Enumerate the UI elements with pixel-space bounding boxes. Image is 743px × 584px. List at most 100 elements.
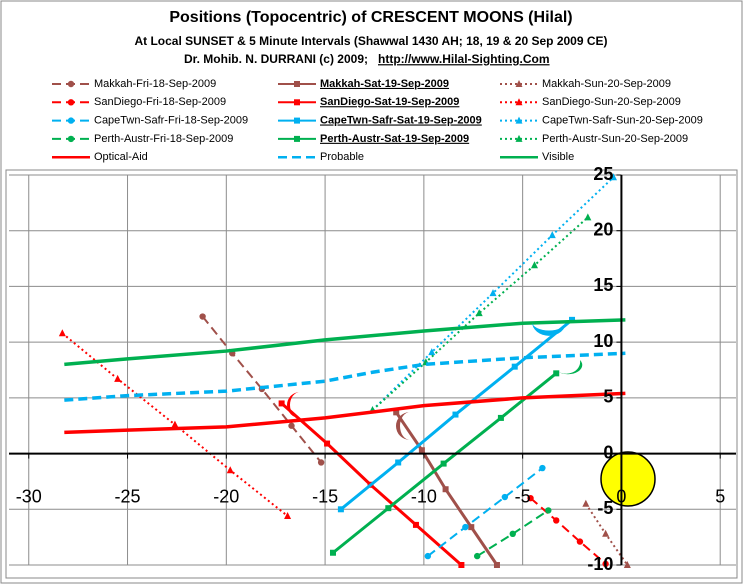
x-tick-label: 5 [715, 486, 725, 506]
point [515, 116, 523, 124]
moon-icon [556, 360, 583, 375]
series-line [371, 176, 615, 411]
point [515, 80, 523, 87]
point [530, 261, 538, 269]
y-tick-label: 10 [593, 331, 613, 351]
point [424, 552, 432, 560]
legend: Makkah-Fri-18-Sep-2009 Makkah-Sat-19-Sep-… [52, 78, 703, 163]
point [602, 560, 609, 568]
series-line [427, 467, 544, 557]
point [442, 486, 449, 493]
x-tick-label: -30 [16, 486, 42, 506]
series [393, 409, 500, 568]
series-line [64, 391, 626, 435]
point [458, 562, 465, 568]
moon-icon [287, 392, 300, 418]
chart-title: Positions (Topocentric) of CRESCENT MOON… [169, 9, 572, 26]
moon-icon [396, 412, 410, 440]
point [576, 538, 584, 545]
point [509, 530, 516, 537]
point [497, 414, 504, 421]
point [418, 447, 425, 454]
legend-label: Perth-Austr-Fri-18-Sep-2009 [94, 133, 233, 145]
series-line [371, 216, 589, 411]
y-tick-label: -10 [587, 554, 613, 574]
legend-label: SanDiego-Sun-20-Sep-2009 [542, 96, 681, 108]
point [412, 521, 419, 528]
point [489, 289, 497, 297]
legend-label: Perth-Austr-Sat-19-Sep-2009 [320, 133, 469, 145]
point [493, 562, 500, 568]
x-tick-label: -15 [312, 486, 338, 506]
point [67, 80, 75, 88]
point [395, 459, 402, 466]
point [67, 135, 75, 143]
series [582, 499, 631, 568]
point [527, 494, 534, 502]
point [294, 81, 300, 87]
y-tick-label: -5 [597, 498, 613, 518]
point [171, 420, 179, 428]
chart-subtitle: At Local SUNSET & 5 Minute Intervals (Sh… [134, 34, 607, 48]
point [440, 460, 447, 467]
point [294, 135, 300, 142]
series [424, 464, 546, 560]
point [226, 466, 234, 474]
point [474, 552, 481, 560]
legend-label: Optical-Aid [94, 151, 148, 163]
point [553, 370, 560, 377]
x-tick-label: -5 [515, 486, 531, 506]
legend-label: Visible [542, 151, 574, 163]
point [329, 549, 336, 556]
legend-label: SanDiego-Sat-19-Sep-2009 [320, 96, 459, 108]
decorations [287, 322, 656, 507]
point [393, 409, 400, 416]
point [67, 99, 75, 106]
legend-label: Makkah-Sat-19-Sep-2009 [320, 78, 449, 90]
legend-label: Probable [320, 151, 364, 163]
series-line [529, 497, 607, 565]
point [462, 523, 469, 531]
series [58, 329, 292, 519]
point [553, 517, 560, 524]
point [428, 348, 436, 356]
legend-label: Perth-Austr-Sun-20-Sep-2009 [542, 133, 688, 145]
series-line [201, 315, 322, 464]
point [545, 507, 552, 514]
point [284, 511, 292, 519]
legend-label: Makkah-Sun-20-Sep-2009 [542, 78, 671, 90]
series [474, 507, 552, 560]
point [475, 309, 483, 317]
series [64, 351, 626, 402]
point [294, 99, 300, 106]
point [539, 464, 546, 472]
x-tick-label: -10 [411, 486, 437, 506]
point [515, 98, 523, 106]
y-tick-label: 0 [603, 442, 613, 462]
point [584, 213, 592, 221]
point [337, 506, 344, 513]
x-tick-label: -25 [115, 486, 141, 506]
series-line [476, 509, 549, 557]
legend-label: CapeTwn-Safr-Sun-20-Sep-2009 [542, 115, 703, 127]
legend-label: Makkah-Fri-18-Sep-2009 [94, 78, 216, 90]
point [582, 499, 590, 507]
y-tick-label: 20 [593, 219, 613, 239]
sun-icon [600, 451, 656, 507]
point [602, 529, 610, 537]
x-tick-label: -20 [213, 486, 239, 506]
y-tick-label: 15 [593, 275, 613, 295]
point [511, 363, 518, 370]
series [329, 370, 560, 556]
chart-url[interactable]: http://www.Hilal-Sighting.Com [378, 52, 550, 66]
series-line [64, 351, 626, 402]
point [288, 422, 295, 429]
legend-label: SanDiego-Fri-18-Sep-2009 [94, 96, 226, 108]
moon-icon [532, 322, 566, 336]
point [294, 117, 300, 124]
point [452, 411, 459, 418]
chart-author: Dr. Mohib. N. DURRANI (c) 2009; [184, 52, 368, 66]
point [278, 400, 285, 407]
